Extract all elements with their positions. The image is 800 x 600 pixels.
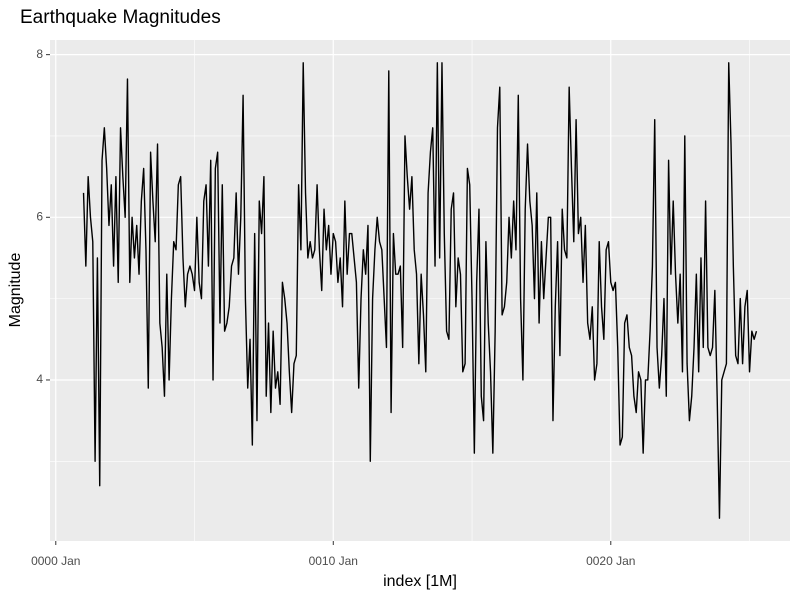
- x-tick-label: 0010 Jan: [309, 554, 358, 568]
- y-tick-label: 4: [36, 372, 43, 386]
- x-axis-label: index [1M]: [383, 573, 457, 590]
- y-axis-label: Magnitude: [7, 253, 24, 328]
- y-tick-label: 6: [36, 209, 43, 223]
- x-tick-label: 0020 Jan: [586, 554, 635, 568]
- line: [82, 62, 758, 519]
- y-tick-label: 8: [36, 47, 43, 61]
- axes: 4 6 8 0000 Jan 0010 Jan 0020 Jan: [31, 47, 635, 568]
- chart-title: Earthquake Magnitudes: [20, 7, 221, 28]
- marks: [82, 62, 758, 519]
- x-tick-label: 0000 Jan: [31, 554, 80, 568]
